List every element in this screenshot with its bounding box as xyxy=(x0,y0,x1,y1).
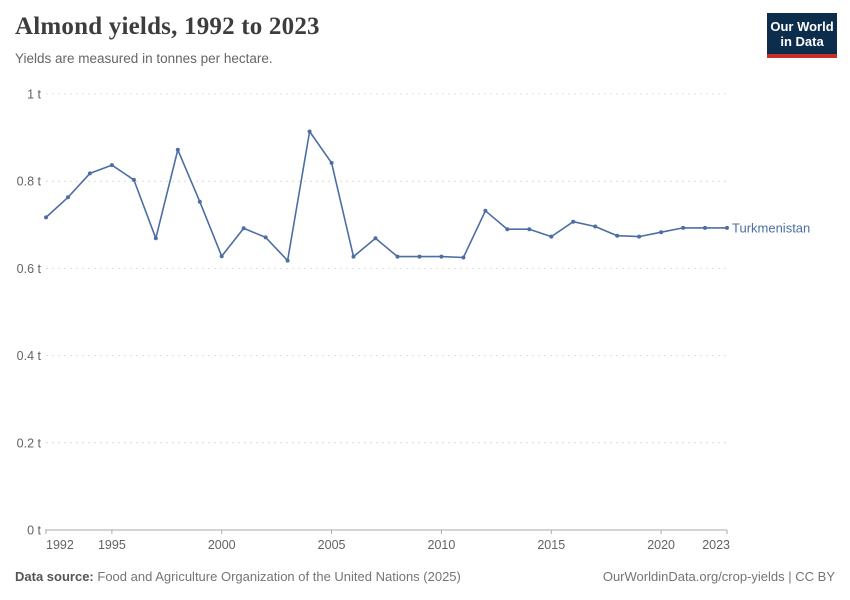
data-point xyxy=(87,171,92,176)
data-point xyxy=(197,199,202,204)
data-point xyxy=(571,219,576,224)
y-tick-label: 1 t xyxy=(27,88,41,102)
data-source-text: Food and Agriculture Organization of the… xyxy=(97,569,461,584)
x-tick-label: 1992 xyxy=(46,538,74,552)
data-point xyxy=(527,227,532,232)
series-line xyxy=(45,130,727,262)
data-source-label: Data source: xyxy=(15,569,94,584)
owid-logo-line2: in Data xyxy=(780,34,824,49)
data-point xyxy=(681,225,686,230)
data-point xyxy=(241,226,246,231)
data-point xyxy=(44,215,48,220)
data-point xyxy=(351,254,356,259)
y-tick-label: 0.4 t xyxy=(17,349,42,363)
y-tick-label: 0 t xyxy=(27,524,41,538)
data-point xyxy=(615,233,620,238)
data-point xyxy=(593,224,598,229)
series-label: Turkmenistan xyxy=(732,220,810,235)
data-source-note: Data source: Food and Agriculture Organi… xyxy=(15,569,461,584)
chart-footer: Data source: Food and Agriculture Organi… xyxy=(15,569,835,584)
data-point xyxy=(219,254,224,259)
y-tick-label: 0.6 t xyxy=(17,262,42,276)
data-point xyxy=(637,234,642,239)
data-point xyxy=(131,177,136,182)
data-point xyxy=(703,225,707,230)
x-tick-label: 2000 xyxy=(208,538,236,552)
chart-canvas: 0 t 0.2 t 0.4 t 0.6 t 0.8 t 1 t 1992 1995 2000 20… xyxy=(17,88,811,553)
x-tick-label: 2010 xyxy=(428,538,456,552)
y-tick-label: 0.8 t xyxy=(17,175,42,189)
data-point xyxy=(66,195,70,200)
data-point xyxy=(373,236,378,241)
y-tick-label: 0.2 t xyxy=(17,436,42,450)
data-point xyxy=(505,227,510,232)
data-point xyxy=(725,225,729,230)
owid-logo-line1: Our World xyxy=(770,19,834,34)
data-point xyxy=(263,235,268,240)
data-point xyxy=(439,254,444,259)
data-point xyxy=(307,129,312,134)
data-point xyxy=(483,208,488,213)
data-point xyxy=(153,236,158,241)
data-point xyxy=(417,254,422,259)
x-tick-label: 2023 xyxy=(702,538,730,552)
data-point xyxy=(395,254,400,259)
chart-subtitle: Yields are measured in tonnes per hectar… xyxy=(15,51,273,66)
x-tick-label: 1995 xyxy=(98,538,126,552)
x-tick-label: 2015 xyxy=(537,538,565,552)
data-point xyxy=(285,258,290,263)
data-point xyxy=(329,160,334,165)
data-point xyxy=(461,255,466,260)
license-note: OurWorldinData.org/crop-yields | CC BY xyxy=(602,569,835,584)
data-point xyxy=(109,163,114,168)
owid-logo: Our World in Data xyxy=(767,13,837,58)
data-point xyxy=(549,234,554,239)
x-tick-label: 2005 xyxy=(318,538,346,552)
data-point xyxy=(659,230,664,235)
page-title: Almond yields, 1992 to 2023 xyxy=(15,13,320,40)
x-tick-label: 2020 xyxy=(647,538,675,552)
data-point xyxy=(175,147,180,152)
